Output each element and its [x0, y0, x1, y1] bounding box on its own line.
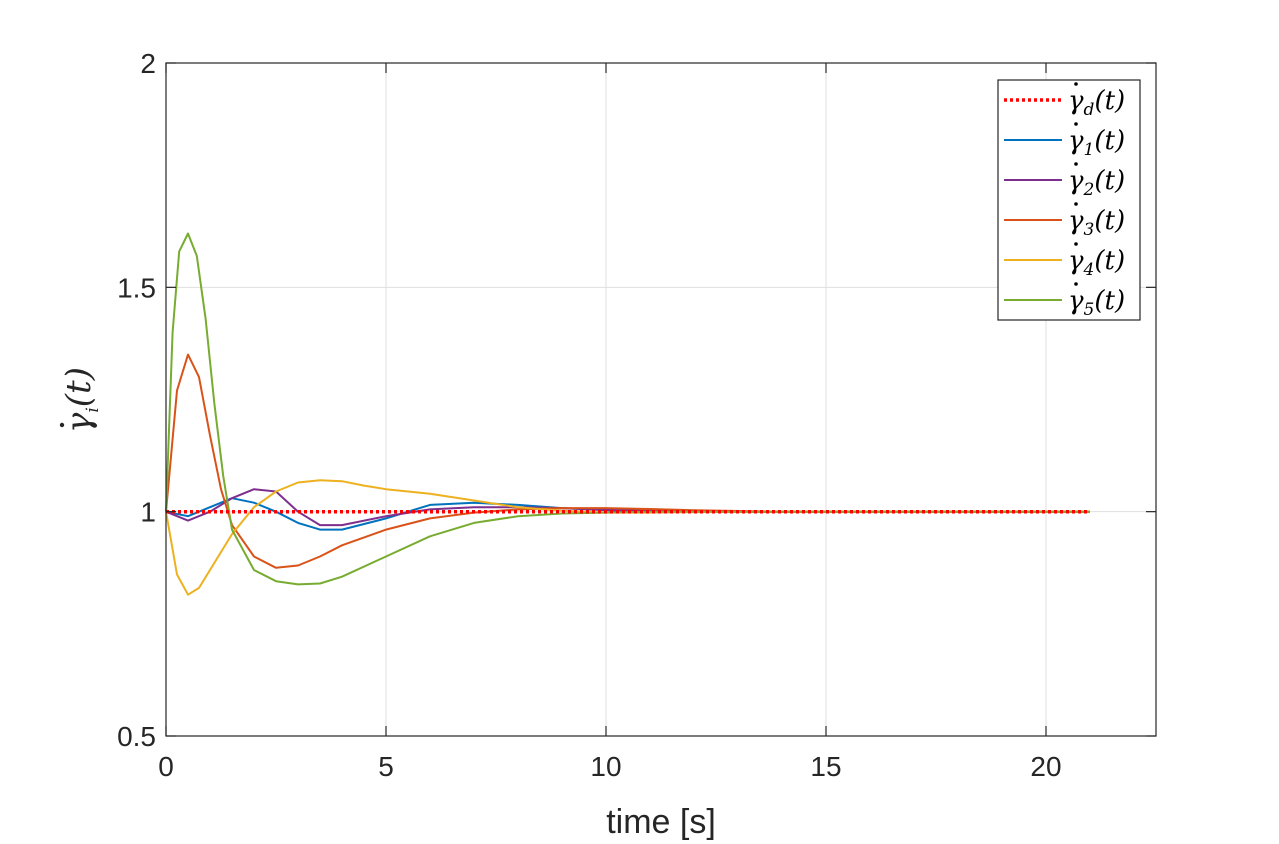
- legend-dot-4: [1074, 242, 1078, 246]
- legend-label-d: γd(t): [1068, 86, 1125, 120]
- legend-dot-5: [1074, 282, 1078, 286]
- x-tick-label: 10: [590, 751, 621, 782]
- y-axis-label-argument: (t): [59, 367, 99, 407]
- y-axis-label: γi(t): [59, 367, 103, 433]
- x-tick-label: 0: [158, 751, 174, 782]
- legend-dot-2: [1074, 162, 1078, 166]
- y-axis-label-symbol: γ: [59, 412, 99, 433]
- y-tick-label: 0.5: [117, 721, 156, 752]
- legend-label-1: γ1(t): [1068, 126, 1125, 160]
- x-axis-label: time [s]: [606, 803, 716, 841]
- legend-box: [997, 79, 1141, 321]
- y-tick-label: 1.5: [117, 272, 156, 303]
- series-line-5: [165, 232, 1090, 586]
- legend-dot-1: [1074, 122, 1078, 126]
- svg-text:γi(t): γi(t): [59, 367, 103, 433]
- x-tick-label: 5: [378, 751, 394, 782]
- plot-area: [166, 63, 1156, 736]
- legend-label-2: γ2(t): [1068, 166, 1125, 200]
- y-axis-label-dot: [59, 422, 65, 428]
- y-axis-label-subscript: i: [83, 407, 103, 412]
- x-tick-label: 15: [810, 751, 841, 782]
- y-tick-labels: 0.5 1 1.5 2: [117, 48, 156, 752]
- x-tick-labels: 0 5 10 15 20: [158, 751, 1061, 782]
- x-tick-label: 20: [1030, 751, 1061, 782]
- legend-label-3: γ3(t): [1068, 206, 1125, 240]
- legend-dot-3: [1074, 202, 1078, 206]
- legend-label-5: γ5(t): [1068, 286, 1125, 320]
- y-tick-label: 2: [140, 48, 156, 79]
- axis-ticks: [165, 62, 1156, 737]
- legend-label-4: γ4(t): [1068, 246, 1125, 280]
- y-tick-label: 1: [140, 497, 156, 528]
- plot-frame: [165, 62, 1157, 737]
- legend: γd(t) γ1(t) γ2(t) γ3(t) γ4(t) γ5(t): [997, 79, 1141, 321]
- legend-dot-d: [1074, 82, 1078, 86]
- series-lines: [165, 232, 1090, 596]
- series-line-3: [165, 353, 1090, 569]
